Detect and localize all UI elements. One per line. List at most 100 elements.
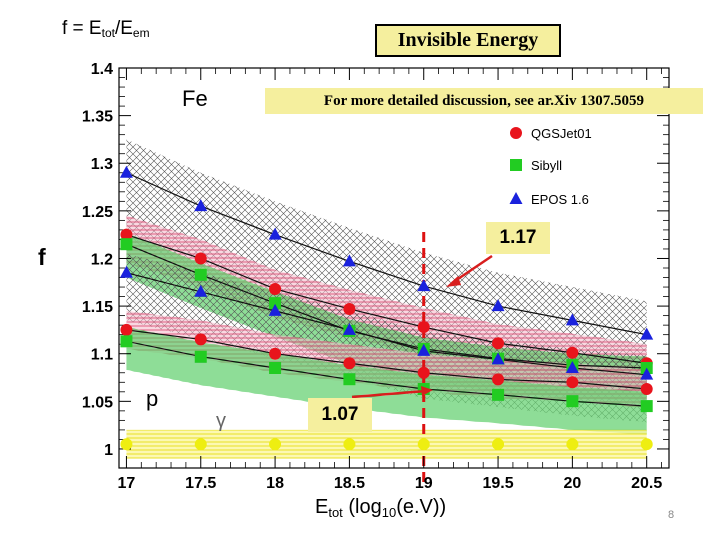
point-Fe-EPOS 1.6 [119,165,133,178]
point-γ-gamma [120,438,133,451]
x-tick-label: 17.5 [185,475,216,492]
point-p-Sibyll [492,388,505,401]
callout-value-low: 1.07 [308,398,372,432]
band-p-sibyll [126,327,647,435]
x-tick-label: 19 [415,475,433,492]
point-p-QGSJet01 [269,347,282,360]
point-γ-gamma [343,438,356,451]
title-subscript-em: em [132,26,150,40]
x-axis-label-log: (log [342,496,382,518]
fit-line-p-Sibyll [126,340,647,407]
point-Fe-EPOS 1.6 [342,254,356,267]
x-tick-label: 17 [118,475,136,492]
point-p-QGSJet01 [343,357,356,370]
y-tick-label: 1.1 [91,347,113,364]
point-γ-gamma [269,438,282,451]
legend-marker-EPOS 1.6 [509,192,523,204]
legend-marker-Sibyll [510,159,522,171]
legend-label: Sibyll [531,158,562,173]
point-p-EPOS 1.6 [565,361,579,373]
point-γ-gamma [194,438,207,451]
y-tick-label: 1.05 [82,394,113,411]
title-subscript-tot: tot [101,26,115,40]
point-p-QGSJet01 [492,373,505,386]
point-Fe-QGSJet01 [343,302,356,315]
point-p-EPOS 1.6 [194,284,208,297]
point-p-QGSJet01 [417,366,430,379]
point-p-QGSJet01 [194,333,207,346]
callout-high-arrowhead [446,276,461,287]
point-p-QGSJet01 [120,323,133,336]
annotation-fe: Fe [182,86,208,111]
point-Fe-QGSJet01 [194,252,207,265]
y-tick-label: 1.35 [82,109,113,126]
point-γ-gamma [417,438,430,451]
point-γ-gamma [640,438,653,451]
page-number: 8 [668,509,675,521]
point-p-EPOS 1.6 [342,322,356,335]
point-p-Sibyll [269,362,282,374]
point-γ-gamma [566,438,579,451]
y-axis-label: f [38,244,46,270]
point-Fe-Sibyll [269,297,282,310]
point-p-Sibyll [343,373,356,386]
point-Fe-EPOS 1.6 [417,279,431,292]
point-p-EPOS 1.6 [119,265,133,278]
annotation-gamma: γ [216,410,226,432]
x-tick-label: 20.5 [631,475,662,492]
point-Fe-Sibyll [120,238,133,251]
x-tick-label: 18.5 [334,475,365,492]
point-p-QGSJet01 [640,382,653,395]
point-Fe-QGSJet01 [269,282,282,295]
point-Fe-EPOS 1.6 [491,299,505,312]
fit-line-p-QGSJet01 [126,329,647,390]
point-Fe-EPOS 1.6 [194,199,208,212]
point-p-Sibyll [194,350,207,363]
point-Fe-EPOS 1.6 [640,327,654,340]
fit-line-Fe-EPOS 1.6 [126,172,647,336]
point-p-EPOS 1.6 [417,343,431,356]
point-Fe-QGSJet01 [120,228,133,241]
point-p-QGSJet01 [566,376,579,389]
slide-title: f = Etot/Eem [62,18,150,40]
callout-value-high: 1.17 [486,222,550,254]
y-tick-label: 1 [104,442,113,459]
band-gamma [126,429,647,459]
x-tick-label: 19.5 [482,475,513,492]
x-axis-label: Etot (log10(e.V)) [315,496,446,520]
x-axis-label-subscript: tot [328,505,343,520]
x-axis-label-unit: (e.V)) [396,496,447,518]
y-tick-label: 1.15 [82,299,113,316]
point-Fe-QGSJet01 [417,321,430,334]
point-Fe-Sibyll [194,268,207,281]
point-p-EPOS 1.6 [640,367,654,380]
y-tick-label: 1.4 [91,61,113,78]
legend-marker-QGSJet01 [510,127,522,139]
y-tick-label: 1.3 [91,156,113,173]
y-tick-label: 1.25 [82,204,113,221]
title-text-prefix: f = E [62,18,102,39]
point-Fe-QGSJet01 [566,346,579,359]
x-axis-label-log-base: 10 [381,505,397,520]
invisible-energy-title-box: Invisible Energy [375,24,561,57]
point-p-Sibyll [120,335,133,348]
callout-low-arrowhead [421,386,433,396]
point-Fe-EPOS 1.6 [565,313,579,326]
point-Fe-QGSJet01 [492,337,505,350]
x-tick-label: 20 [563,475,581,492]
annotation-p: p [146,386,158,411]
fit-line-Fe-QGSJet01 [126,234,647,364]
legend-label: EPOS 1.6 [531,192,589,207]
x-axis-label-main: E [315,496,329,518]
point-p-Sibyll [566,395,579,408]
title-text-mid: /E [114,18,133,39]
point-p-EPOS 1.6 [268,303,282,316]
legend-label: QGSJet01 [531,126,592,141]
callout-low-arrow [351,389,427,399]
discussion-note-box: For more detailed discussion, see ar.Xiv… [265,88,703,114]
x-tick-label: 18 [266,475,284,492]
y-tick-label: 1.2 [91,251,113,268]
point-Fe-EPOS 1.6 [268,227,282,240]
point-γ-gamma [492,438,505,451]
